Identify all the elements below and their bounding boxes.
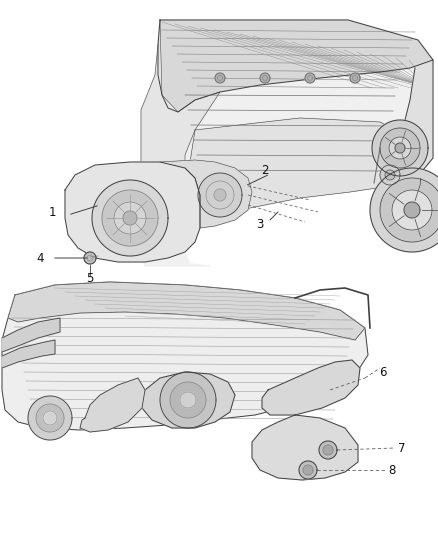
Polygon shape <box>389 137 411 159</box>
Polygon shape <box>170 382 206 418</box>
Polygon shape <box>28 396 72 440</box>
Polygon shape <box>404 202 420 218</box>
Polygon shape <box>392 190 432 230</box>
Text: 1: 1 <box>48 206 56 220</box>
Text: 6: 6 <box>379 366 387 378</box>
Polygon shape <box>350 73 360 83</box>
Polygon shape <box>123 211 137 225</box>
Polygon shape <box>262 360 360 415</box>
Polygon shape <box>158 20 433 112</box>
Text: 5: 5 <box>86 271 94 285</box>
Polygon shape <box>305 73 315 83</box>
Polygon shape <box>390 60 433 186</box>
Polygon shape <box>370 168 438 252</box>
Polygon shape <box>92 180 168 256</box>
Polygon shape <box>214 189 226 201</box>
Text: 8: 8 <box>389 464 396 477</box>
Polygon shape <box>185 118 395 240</box>
Polygon shape <box>198 173 242 217</box>
Polygon shape <box>385 170 395 180</box>
Text: 7: 7 <box>398 441 406 455</box>
Polygon shape <box>252 415 358 480</box>
Polygon shape <box>65 162 200 262</box>
Text: 3: 3 <box>256 219 264 231</box>
Polygon shape <box>140 372 235 428</box>
Polygon shape <box>141 20 220 252</box>
Polygon shape <box>372 120 428 176</box>
Polygon shape <box>380 128 420 168</box>
Polygon shape <box>8 282 365 340</box>
Polygon shape <box>102 190 158 246</box>
Polygon shape <box>380 165 400 185</box>
Polygon shape <box>2 282 368 430</box>
Polygon shape <box>180 392 196 408</box>
Polygon shape <box>2 340 55 368</box>
Polygon shape <box>323 445 333 455</box>
Polygon shape <box>319 441 337 459</box>
Polygon shape <box>160 372 216 428</box>
Polygon shape <box>260 73 270 83</box>
Polygon shape <box>114 202 146 234</box>
Polygon shape <box>215 73 225 83</box>
Polygon shape <box>395 143 405 153</box>
Polygon shape <box>380 178 438 242</box>
Text: 4: 4 <box>36 252 44 264</box>
Polygon shape <box>80 378 145 432</box>
Polygon shape <box>36 404 64 432</box>
Text: 2: 2 <box>261 164 269 176</box>
Polygon shape <box>2 318 60 352</box>
Polygon shape <box>303 465 313 475</box>
Polygon shape <box>141 20 433 266</box>
Polygon shape <box>84 252 96 264</box>
Polygon shape <box>160 160 252 228</box>
Polygon shape <box>43 411 57 425</box>
Polygon shape <box>299 461 317 479</box>
